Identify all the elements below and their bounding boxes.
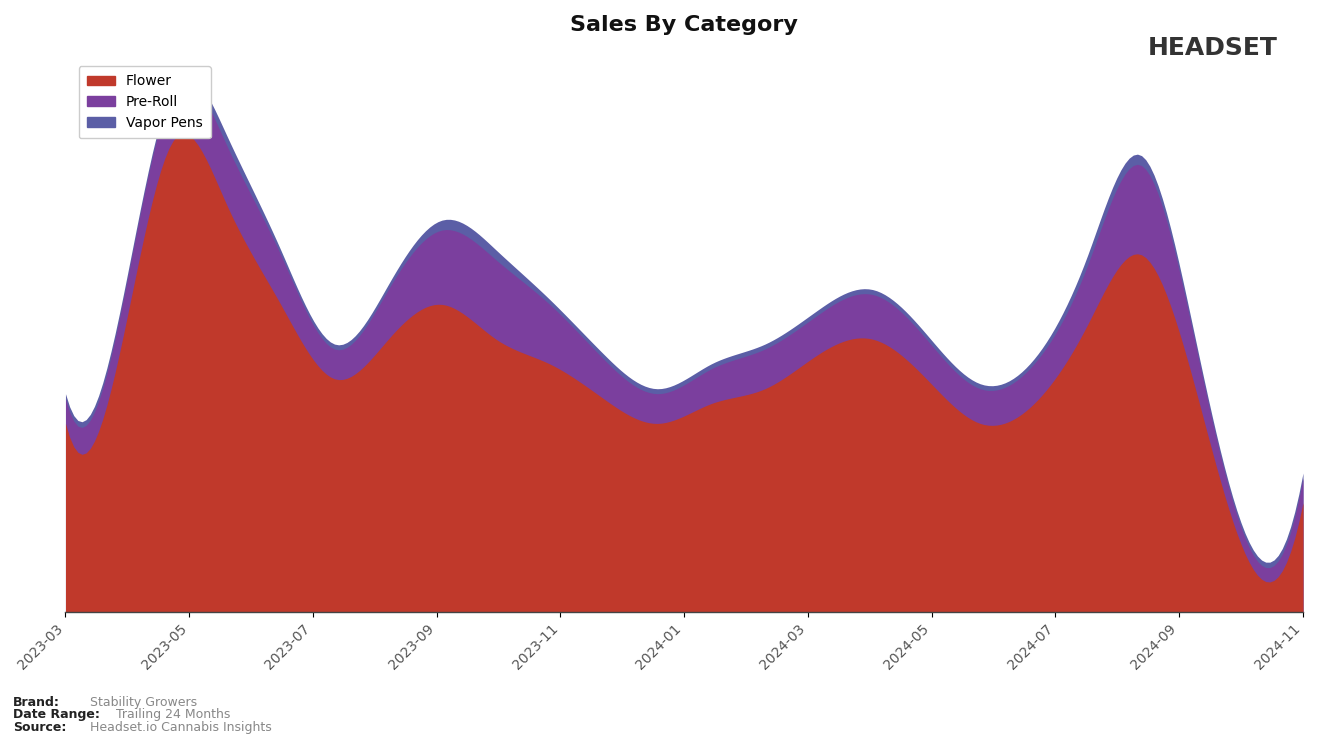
Text: Stability Growers: Stability Growers — [90, 695, 196, 709]
Legend: Flower, Pre-Roll, Vapor Pens: Flower, Pre-Roll, Vapor Pens — [79, 66, 211, 138]
Text: HEADSET: HEADSET — [1148, 36, 1277, 60]
Text: Headset.io Cannabis Insights: Headset.io Cannabis Insights — [90, 721, 272, 734]
Title: Sales By Category: Sales By Category — [571, 15, 799, 35]
Text: Trailing 24 Months: Trailing 24 Months — [116, 708, 231, 721]
Text: Source:: Source: — [13, 721, 66, 734]
Text: Brand:: Brand: — [13, 695, 61, 709]
Text: Date Range:: Date Range: — [13, 708, 100, 721]
